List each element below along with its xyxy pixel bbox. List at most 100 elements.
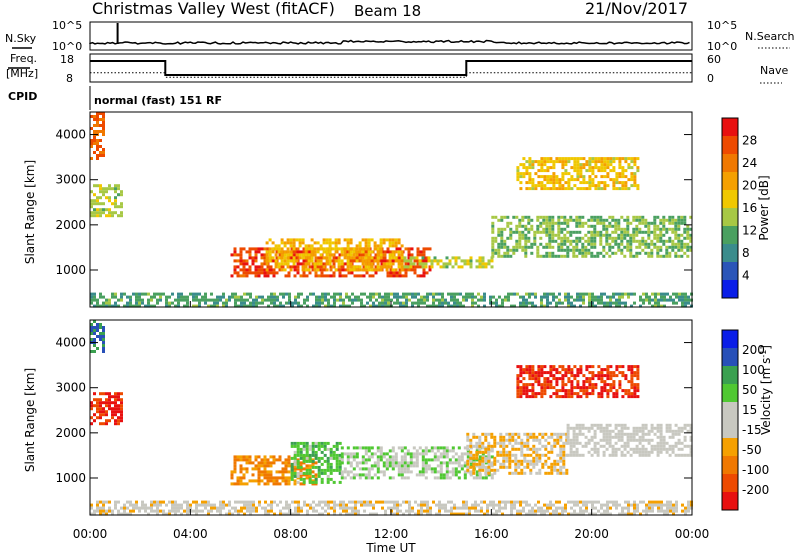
echo-cell-region-3 [310, 256, 314, 260]
echo-cell-region-3 [338, 471, 342, 475]
echo-cell-region-3 [326, 480, 330, 484]
echo-cell-region-6 [588, 157, 592, 161]
echo-cell-region-7 [636, 374, 640, 378]
echo-cell-region-4 [355, 446, 359, 450]
echo-cell-region-7 [555, 295, 558, 299]
echo-cell-region-1 [96, 398, 99, 402]
echo-cell-region-7 [417, 301, 420, 305]
echo-cell-region-5 [653, 227, 657, 231]
echo-cell-region-5 [520, 438, 524, 442]
echo-cell-region-3 [338, 453, 342, 457]
echo-cell-region-3 [314, 453, 318, 457]
echo-cell-region-4 [397, 461, 401, 465]
echo-cell-region-7 [519, 386, 523, 390]
echo-cell-region-7 [579, 371, 583, 375]
echo-cell-region-6 [522, 172, 526, 176]
echo-cell-region-0 [93, 329, 96, 332]
echo-cell-region-4 [475, 473, 479, 477]
echo-cell-region-5 [559, 459, 563, 463]
echo-cell-region-7 [594, 374, 598, 378]
echo-cell-region-5 [635, 245, 639, 249]
echo-cell-region-6 [519, 181, 523, 185]
echo-cell-region-5 [506, 245, 510, 249]
echo-cell-region-6 [668, 435, 672, 439]
echo-cell-region-3 [361, 268, 365, 272]
echo-cell-region-5 [508, 453, 512, 457]
echo-cell-region-7 [534, 392, 538, 396]
echo-cell-region-5 [511, 471, 515, 475]
echo-cell-region-6 [624, 157, 628, 161]
echo-cell-region-7 [549, 371, 553, 375]
echo-cell-region-2 [278, 458, 282, 462]
echo-cell-region-5 [493, 444, 497, 448]
echo-cell-region-8 [387, 506, 390, 510]
echo-cell-region-5 [538, 471, 542, 475]
echo-cell-region-6 [632, 447, 636, 451]
echo-cell-region-6 [662, 435, 666, 439]
echo-cell-region-3 [308, 468, 312, 472]
echo-cell-region-2 [230, 473, 234, 477]
echo-cell-region-7 [603, 386, 607, 390]
echo-cell-region-8 [96, 503, 99, 507]
echo-cell-region-1 [105, 208, 108, 212]
echo-cell-region-2 [266, 482, 270, 486]
echo-cell-region-7 [609, 386, 613, 390]
echo-cell-region-7 [552, 392, 556, 396]
echo-cell-region-4 [481, 256, 485, 260]
echo-cell-region-5 [662, 233, 666, 237]
echo-cell-region-6 [686, 423, 690, 427]
echo-cell-region-2 [269, 265, 273, 269]
echo-cell-region-7 [603, 301, 606, 305]
echo-cell-region-5 [665, 248, 669, 252]
echo-cell-region-5 [542, 230, 546, 234]
echo-cell-region-3 [322, 238, 326, 242]
echo-cell-region-5 [548, 239, 552, 243]
echo-cell-region-7 [525, 392, 529, 396]
echo-cell-region-5 [620, 239, 624, 243]
echo-cell-region-3 [313, 253, 317, 257]
echo-cell-region-5 [511, 432, 515, 436]
echo-cell-region-6 [617, 447, 621, 451]
echo-cell-region-7 [429, 304, 432, 308]
echo-cell-region-2 [410, 253, 414, 257]
echo-cell-region-4 [421, 467, 425, 471]
echo-cell-region-7 [546, 383, 550, 387]
echo-cell-region-2 [341, 274, 345, 278]
echo-cell-region-7 [546, 292, 549, 296]
echo-cell-region-5 [674, 224, 678, 228]
echo-cell-region-5 [581, 245, 585, 249]
echo-cell-region-8 [408, 500, 411, 504]
echo-cell-region-4 [388, 455, 392, 459]
echo-cell-region-4 [448, 259, 452, 263]
echo-cell-region-8 [111, 512, 114, 516]
echo-cell-region-3 [280, 238, 284, 242]
echo-cell-region-5 [557, 245, 561, 249]
echo-cell-region-7 [528, 395, 532, 399]
echo-cell-region-8 [246, 500, 249, 504]
velocity-colorbar-swatch [722, 366, 738, 384]
echo-cell-region-8 [669, 500, 672, 504]
echo-cell-region-7 [528, 383, 532, 387]
echo-cell-region-5 [554, 254, 558, 258]
echo-cell-region-7 [273, 295, 276, 299]
echo-cell-region-2 [287, 464, 291, 468]
echo-cell-region-4 [430, 262, 434, 266]
echo-cell-region-7 [531, 371, 535, 375]
echo-cell-region-3 [349, 253, 353, 257]
echo-cell-region-5 [563, 233, 567, 237]
echo-cell-region-4 [484, 473, 488, 477]
echo-cell-region-8 [195, 509, 198, 513]
echo-cell-region-8 [240, 509, 243, 513]
echo-cell-region-3 [370, 262, 374, 266]
echo-cell-region-7 [612, 395, 616, 399]
echo-cell-region-5 [605, 230, 609, 234]
echo-cell-region-7 [540, 392, 544, 396]
echo-cell-region-8 [384, 512, 387, 516]
echo-cell-region-5 [517, 432, 521, 436]
echo-cell-region-1 [111, 407, 114, 411]
velocity-colorbar-tick: 200 [742, 343, 765, 357]
echo-cell-region-2 [245, 461, 249, 465]
echo-cell-region-7 [456, 301, 459, 305]
echo-cell-region-5 [689, 236, 693, 240]
echo-cell-region-5 [514, 447, 518, 451]
